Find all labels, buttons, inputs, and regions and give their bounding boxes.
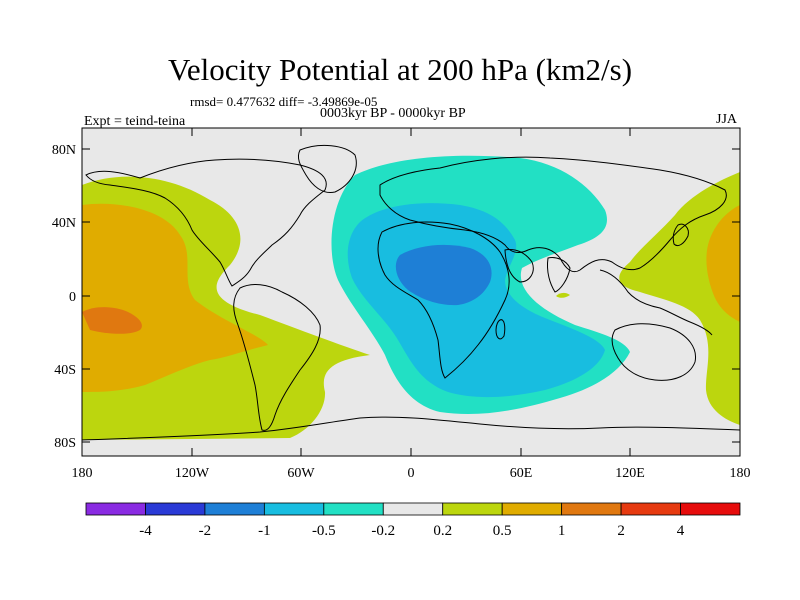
colorbar-label: 0.5: [493, 523, 512, 539]
colorbar-label: 0.2: [433, 523, 452, 539]
colorbar-swatch: [561, 502, 622, 516]
lon-tick-label: 180: [730, 466, 751, 481]
lon-tick-label: 120E: [615, 466, 645, 481]
colorbar-label: -2: [199, 523, 212, 539]
lon-tick-label: 0: [408, 466, 415, 481]
coast-india: [547, 257, 571, 293]
latitude-axis: 80N 40N 0 40S 80S: [52, 143, 740, 451]
coast-australia: [611, 323, 697, 381]
season-label: JJA: [716, 112, 738, 127]
lat-tick-label: 40S: [54, 363, 76, 378]
lat-tick-label: 40N: [52, 216, 76, 231]
experiment-name: Expt = teind-teina: [84, 114, 186, 129]
stats-line: rmsd= 0.477632 diff= -3.49869e-05: [190, 94, 378, 109]
colorbar-swatch: [501, 502, 563, 516]
coast-arabia: [504, 249, 534, 283]
coast-africa: [377, 221, 510, 379]
contour-fields: [82, 155, 740, 440]
colorbar-label: 4: [677, 523, 685, 539]
coast-europe-asia: [379, 156, 727, 273]
colorbar-swatch: [263, 502, 325, 516]
contour-positive-small-east: [556, 292, 570, 298]
coast-antarctica: [82, 416, 740, 441]
lat-tick-label: 80N: [52, 143, 76, 158]
coast-greenland: [297, 144, 357, 194]
longitude-axis: 180 120W 60W 0 60E 120E 180: [72, 128, 751, 481]
colorbar-swatch: [620, 502, 681, 516]
coast-japan: [672, 223, 689, 247]
lat-tick-label: 0: [69, 290, 76, 305]
lon-tick-label: 180: [72, 466, 93, 481]
coastlines: [82, 144, 740, 441]
colorbar-label: 2: [617, 523, 625, 539]
contour-positive-mid-east: [706, 205, 740, 322]
colorbar-label: 1: [558, 523, 566, 539]
lon-tick-label: 60E: [510, 466, 533, 481]
colorbar-swatch: [323, 502, 384, 516]
coast-south-america: [233, 284, 321, 431]
colorbar-swatch: [204, 502, 265, 516]
coast-southeast-asia: [599, 269, 713, 336]
colorbar-swatch: [382, 502, 444, 516]
colorbar-swatch: [442, 502, 503, 516]
colorbar-swatch: [680, 502, 741, 516]
colorbar-label: -1: [258, 523, 271, 539]
contour-positive-mid-west: [82, 203, 268, 392]
colorbar-label: -0.5: [312, 523, 336, 539]
lon-tick-label: 60W: [287, 466, 315, 481]
lon-tick-label: 120W: [175, 466, 210, 481]
lat-tick-label: 80S: [54, 436, 76, 451]
contour-negative-strong: [395, 244, 492, 306]
colorbar-label: -4: [139, 523, 152, 539]
colorbar: -4 -2 -1 -0.5 -0.2 0.2 0.5 1 2 4: [85, 502, 741, 539]
coast-madagascar: [495, 319, 506, 340]
experiment-period: 0003kyr BP - 0000kyr BP: [320, 106, 466, 121]
colorbar-swatch: [85, 502, 146, 516]
colorbar-label: -0.2: [371, 523, 395, 539]
coast-north-america: [85, 158, 327, 287]
contour-positive-low-east: [619, 172, 740, 425]
colorbar-swatch: [145, 502, 206, 516]
map-title: Velocity Potential at 200 hPa (km2/s): [167, 52, 633, 87]
contour-positive-high-west: [82, 307, 142, 334]
